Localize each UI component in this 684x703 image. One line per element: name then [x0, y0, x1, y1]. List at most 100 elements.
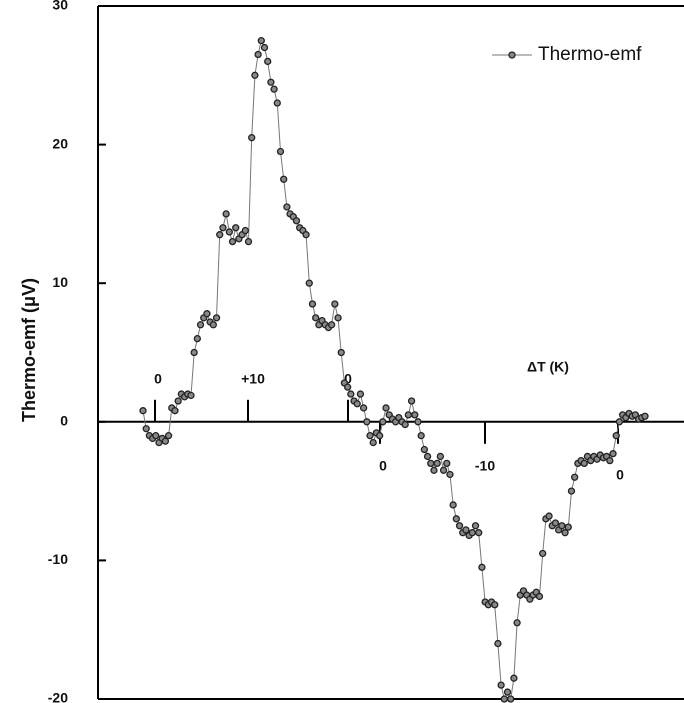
data-point — [174, 397, 182, 405]
data-point — [382, 404, 390, 412]
data-point — [139, 407, 147, 415]
data-point — [312, 314, 320, 322]
data-point — [327, 321, 336, 329]
data-point — [436, 452, 445, 461]
data-point — [612, 432, 620, 440]
data-point — [507, 695, 515, 703]
data-point — [609, 450, 617, 458]
data-point — [494, 639, 502, 648]
data-point — [433, 459, 441, 468]
data-point — [190, 348, 198, 357]
data-point — [254, 50, 262, 59]
data-point — [283, 203, 291, 211]
data-point — [216, 231, 224, 239]
data-point — [411, 411, 419, 419]
data-point — [241, 226, 249, 235]
data-point — [443, 459, 451, 468]
data-point — [468, 529, 476, 537]
data-point — [225, 228, 233, 236]
annotation: +10 — [241, 371, 265, 387]
data-point — [366, 432, 374, 440]
data-point — [212, 314, 221, 322]
data-point — [407, 397, 416, 405]
data-point — [564, 523, 572, 531]
data-point — [471, 522, 480, 530]
data-point — [455, 522, 464, 530]
data-point — [535, 592, 544, 601]
data-point — [161, 437, 170, 445]
data-point — [452, 515, 461, 523]
data-point — [251, 71, 259, 79]
data-point — [551, 519, 560, 527]
annotation: 0 — [616, 467, 624, 483]
data-point — [219, 224, 227, 232]
annotation: -10 — [475, 458, 495, 474]
y-tick-label: -20 — [48, 690, 68, 703]
data-point — [171, 407, 179, 415]
data-point — [580, 459, 588, 468]
data-point — [478, 563, 486, 571]
data-point — [439, 466, 448, 474]
legend-label: Thermo-emf — [538, 44, 642, 65]
data-point — [571, 473, 579, 481]
data-point — [462, 526, 470, 534]
data-point — [334, 314, 342, 322]
data-point — [280, 175, 288, 183]
y-axis-label: Thermo-emf (μV) — [19, 278, 39, 422]
y-tick-label: -10 — [48, 551, 68, 567]
data-point — [209, 321, 217, 329]
data-point — [561, 529, 569, 537]
data-point — [375, 432, 384, 440]
data-point — [359, 404, 368, 412]
data-point — [446, 470, 454, 479]
data-point — [500, 695, 508, 703]
data-point — [164, 432, 173, 440]
data-point — [353, 400, 361, 408]
data-point — [276, 147, 285, 156]
y-tick-label: 30 — [52, 0, 68, 13]
data-point — [305, 279, 313, 287]
data-point — [475, 529, 483, 537]
data-point — [228, 237, 237, 246]
data-point — [193, 334, 202, 343]
data-point — [449, 501, 457, 509]
data-point — [497, 681, 505, 689]
data-point — [343, 383, 352, 391]
data-point — [270, 85, 278, 93]
data-point — [337, 348, 345, 357]
data-point — [379, 418, 387, 426]
y-tick-label: 20 — [52, 135, 68, 151]
data-point — [503, 688, 512, 696]
data-point — [510, 674, 518, 682]
y-tick-label: 10 — [52, 274, 68, 290]
data-point — [257, 37, 265, 45]
data-point — [567, 487, 576, 495]
data-point — [308, 300, 317, 308]
series-line — [142, 39, 646, 701]
data-point — [302, 231, 310, 239]
data-point — [420, 445, 429, 454]
annotation: 0 — [154, 371, 162, 387]
data-point — [244, 237, 253, 246]
data-point — [222, 210, 230, 218]
data-point — [196, 321, 205, 329]
data-point — [423, 452, 432, 461]
legend-marker — [508, 51, 516, 59]
data-point — [417, 432, 425, 440]
data-point — [401, 420, 409, 429]
data-point — [606, 456, 614, 465]
data-point — [331, 300, 339, 308]
data-point — [404, 411, 413, 419]
data-point — [430, 466, 438, 474]
data-point — [356, 390, 365, 398]
annotation: 0 — [379, 458, 387, 474]
data-point — [513, 619, 521, 627]
data-point — [615, 418, 624, 426]
data-point — [427, 459, 435, 468]
data-point — [414, 418, 422, 426]
data-point — [363, 418, 371, 426]
data-point — [491, 601, 499, 609]
y-tick-label: 0 — [60, 413, 68, 429]
data-point — [264, 57, 272, 66]
